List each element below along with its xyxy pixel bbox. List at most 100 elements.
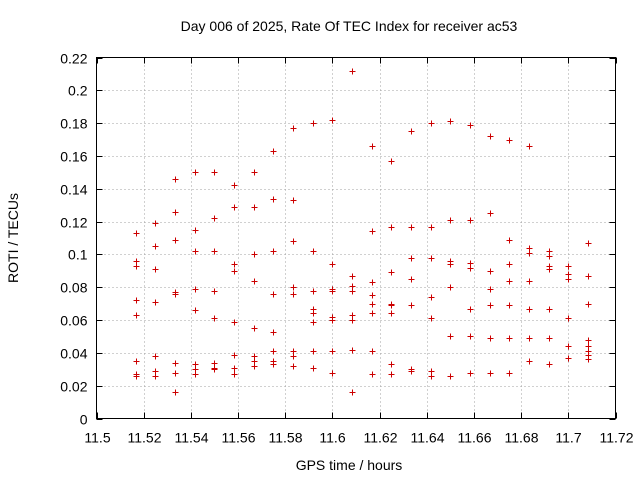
data-point bbox=[447, 261, 454, 268]
data-point bbox=[133, 297, 140, 304]
data-point bbox=[211, 169, 218, 176]
data-point bbox=[447, 284, 454, 291]
data-point bbox=[152, 266, 159, 273]
x-axis-tick-labels: 11.5 11.52 11.54 11.56 11.58 11.6 11.62 11.64 11… bbox=[84, 430, 633, 446]
data-point bbox=[447, 118, 454, 125]
data-point bbox=[369, 228, 376, 235]
data-point bbox=[251, 278, 258, 285]
data-point bbox=[428, 315, 435, 322]
data-point bbox=[211, 288, 218, 295]
x-tick-label: 11.5 bbox=[84, 430, 110, 446]
data-point bbox=[388, 361, 395, 368]
data-point bbox=[506, 137, 513, 144]
data-point bbox=[270, 291, 277, 298]
data-point bbox=[349, 347, 356, 354]
x-tick-label: 11.6 bbox=[319, 430, 345, 446]
data-point bbox=[133, 263, 140, 270]
data-point bbox=[231, 319, 238, 326]
y-tick-label: 0.02 bbox=[60, 379, 87, 395]
data-point bbox=[388, 371, 395, 378]
grid bbox=[96, 57, 616, 419]
data-point bbox=[467, 370, 474, 377]
data-point bbox=[428, 120, 435, 127]
data-point bbox=[506, 370, 513, 377]
data-point bbox=[133, 373, 140, 380]
data-point bbox=[388, 302, 395, 309]
data-point bbox=[192, 286, 199, 293]
data-point bbox=[310, 310, 317, 317]
data-point bbox=[565, 276, 572, 283]
data-point bbox=[231, 261, 238, 268]
data-point bbox=[290, 125, 297, 132]
data-point bbox=[251, 325, 258, 332]
data-point bbox=[526, 143, 533, 150]
data-point bbox=[192, 169, 199, 176]
data-point bbox=[388, 269, 395, 276]
y-tick-label: 0.18 bbox=[60, 116, 87, 132]
x-tick-label: 11.56 bbox=[222, 430, 256, 446]
data-point bbox=[329, 117, 336, 124]
y-tick-label: 0.06 bbox=[60, 313, 87, 329]
data-point bbox=[152, 220, 159, 227]
data-point bbox=[310, 120, 317, 127]
data-point bbox=[546, 361, 553, 368]
data-point bbox=[290, 363, 297, 370]
x-tick-label: 11.52 bbox=[128, 430, 162, 446]
data-point bbox=[172, 209, 179, 216]
data-point bbox=[408, 224, 415, 231]
y-tick-label: 0.12 bbox=[60, 215, 87, 231]
data-point bbox=[310, 288, 317, 295]
data-point bbox=[349, 273, 356, 280]
data-point bbox=[506, 261, 513, 268]
data-point bbox=[231, 268, 238, 275]
data-point bbox=[251, 363, 258, 370]
data-point bbox=[467, 217, 474, 224]
data-point bbox=[251, 169, 258, 176]
data-point bbox=[565, 315, 572, 322]
y-tick-label: 0.04 bbox=[60, 346, 87, 362]
axis-ticks bbox=[96, 57, 617, 420]
data-point bbox=[408, 368, 415, 375]
data-point bbox=[585, 301, 592, 308]
data-point bbox=[487, 133, 494, 140]
data-point bbox=[565, 263, 572, 270]
data-point bbox=[565, 343, 572, 350]
data-point bbox=[270, 348, 277, 355]
data-point bbox=[526, 358, 533, 365]
data-point bbox=[585, 273, 592, 280]
data-point bbox=[329, 348, 336, 355]
data-point bbox=[172, 291, 179, 298]
data-point bbox=[172, 360, 179, 367]
data-point bbox=[349, 288, 356, 295]
x-tick-label: 11.62 bbox=[364, 430, 398, 446]
data-point bbox=[152, 299, 159, 306]
data-point bbox=[349, 68, 356, 75]
y-tick-label: 0.2 bbox=[68, 83, 88, 99]
data-point bbox=[487, 370, 494, 377]
x-tick-label: 11.68 bbox=[505, 430, 539, 446]
data-point bbox=[172, 176, 179, 183]
x-tick-label: 11.66 bbox=[458, 430, 492, 446]
data-point bbox=[428, 224, 435, 231]
data-point bbox=[369, 292, 376, 299]
data-point bbox=[133, 230, 140, 237]
data-point bbox=[251, 251, 258, 258]
data-point bbox=[526, 250, 533, 257]
data-point bbox=[211, 248, 218, 255]
data-point bbox=[447, 373, 454, 380]
data-point bbox=[349, 317, 356, 324]
data-point bbox=[133, 312, 140, 319]
data-point bbox=[506, 278, 513, 285]
data-point bbox=[506, 302, 513, 309]
x-tick-label: 11.54 bbox=[175, 430, 209, 446]
data-point bbox=[487, 210, 494, 217]
data-point bbox=[369, 301, 376, 308]
data-point bbox=[231, 365, 238, 372]
data-point bbox=[408, 128, 415, 135]
data-point bbox=[329, 288, 336, 295]
data-point bbox=[172, 389, 179, 396]
plot-frame bbox=[96, 57, 616, 419]
data-point bbox=[546, 266, 553, 273]
x-tick-label: 11.7 bbox=[555, 430, 581, 446]
data-points bbox=[133, 68, 592, 396]
